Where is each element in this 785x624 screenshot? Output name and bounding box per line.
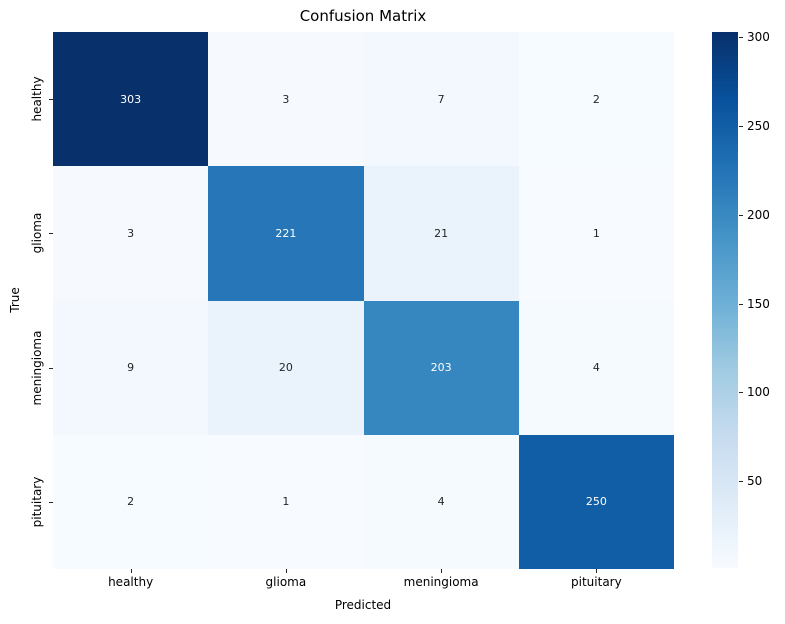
heatmap-cell: 3 <box>53 166 209 301</box>
x-tick-label: meningioma <box>403 575 479 589</box>
heatmap-cell: 221 <box>208 166 364 301</box>
colorbar-tick-label: 50 <box>747 474 763 489</box>
y-tick-label: meningioma <box>30 330 44 406</box>
y-tick-label: pituitary <box>30 476 44 528</box>
y-tick-label: glioma <box>30 213 44 254</box>
colorbar-tick-mark <box>739 37 743 39</box>
heatmap-cell: 4 <box>363 434 519 569</box>
heatmap-cell: 7 <box>363 32 519 167</box>
y-tick-label: healthy <box>30 76 44 122</box>
colorbar-tick-mark <box>739 303 743 305</box>
heatmap-cell: 203 <box>363 300 519 435</box>
chart-title: Confusion Matrix <box>299 7 427 25</box>
x-tick-mark <box>441 569 443 573</box>
y-tick-mark <box>49 501 53 503</box>
colorbar-tick-mark <box>739 392 743 394</box>
x-axis-label: Predicted <box>334 598 392 612</box>
colorbar-tick-label: 150 <box>747 296 770 311</box>
heatmap-cell: 2 <box>518 32 674 167</box>
heatmap-cell: 1 <box>208 434 364 569</box>
heatmap-cell: 4 <box>518 300 674 435</box>
y-axis-label: True <box>8 287 22 313</box>
colorbar-tick-mark <box>739 126 743 128</box>
heatmap-cell: 303 <box>53 32 209 167</box>
colorbar-tick-mark <box>739 214 743 216</box>
heatmap-grid: 303 3 7 2 3 221 21 1 9 20 203 4 2 1 4 250 <box>53 32 674 569</box>
x-tick-label: healthy <box>108 575 154 589</box>
x-tick-label: pituitary <box>571 575 622 589</box>
x-tick-mark <box>130 569 132 573</box>
y-tick-mark <box>49 233 53 235</box>
x-tick-mark <box>285 569 287 573</box>
colorbar-tick-label: 300 <box>747 30 770 45</box>
heatmap-cell: 9 <box>53 300 209 435</box>
colorbar-tick-label: 100 <box>747 385 770 400</box>
colorbar-tick-label: 200 <box>747 207 770 222</box>
heatmap-cell: 250 <box>518 434 674 569</box>
heatmap-cell: 20 <box>208 300 364 435</box>
x-tick-mark <box>596 569 598 573</box>
heatmap-cell: 3 <box>208 32 364 167</box>
heatmap-cell: 2 <box>53 434 209 569</box>
colorbar-tick-label: 250 <box>747 119 770 134</box>
x-tick-label: glioma <box>265 575 307 589</box>
y-tick-mark <box>49 99 53 101</box>
heatmap-cell: 1 <box>518 166 674 301</box>
heatmap-cell: 21 <box>363 166 519 301</box>
colorbar-tick-mark <box>739 481 743 483</box>
colorbar <box>712 32 738 568</box>
y-tick-mark <box>49 367 53 369</box>
